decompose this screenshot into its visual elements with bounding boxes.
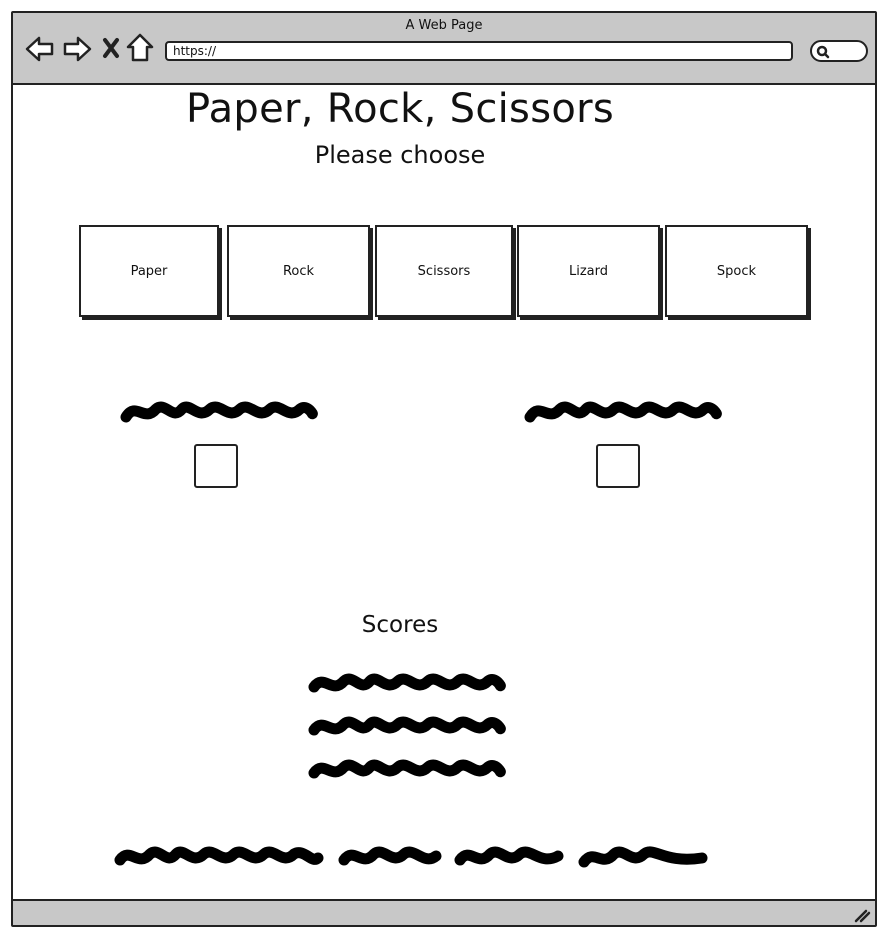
- computer-choice-placeholder: [524, 401, 722, 423]
- resize-grip-icon[interactable]: [853, 907, 871, 923]
- search-icon: [816, 45, 830, 59]
- home-icon[interactable]: [126, 33, 154, 67]
- close-x-icon[interactable]: [102, 37, 120, 63]
- score-line-placeholder: [308, 716, 506, 736]
- choice-button-lizard[interactable]: Lizard: [517, 225, 660, 317]
- page-subtitle: Please choose: [314, 141, 486, 169]
- browser-search[interactable]: [810, 40, 868, 62]
- footer-text-placeholder: [114, 846, 708, 868]
- choice-button-rock[interactable]: Rock: [227, 225, 370, 317]
- computer-choice-box: [596, 444, 640, 488]
- page-title: Paper, Rock, Scissors: [186, 86, 614, 132]
- status-bar: [13, 899, 875, 925]
- choice-button-paper[interactable]: Paper: [79, 225, 219, 317]
- score-line-placeholder: [308, 759, 506, 779]
- scores-heading: Scores: [361, 612, 439, 638]
- choice-button-scissors[interactable]: Scissors: [375, 225, 513, 317]
- player-choice-placeholder: [120, 401, 318, 423]
- back-arrow-icon[interactable]: [25, 35, 55, 67]
- window-title: A Web Page: [405, 18, 483, 33]
- score-line-placeholder: [308, 673, 506, 693]
- browser-toolbar: A Web Page https://: [13, 13, 875, 85]
- forward-arrow-icon[interactable]: [62, 35, 92, 67]
- player-choice-box: [194, 444, 238, 488]
- url-bar[interactable]: https://: [165, 41, 793, 61]
- choice-button-spock[interactable]: Spock: [665, 225, 808, 317]
